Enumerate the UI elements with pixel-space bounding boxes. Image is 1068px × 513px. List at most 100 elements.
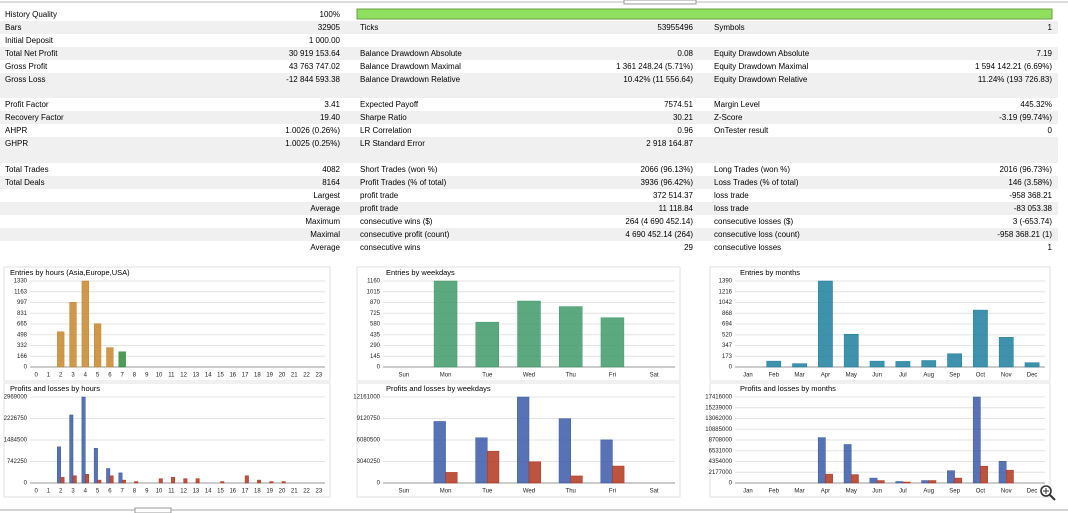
row-bg: [0, 124, 1058, 137]
y-tick-label: 2969000: [4, 395, 28, 401]
cell-label: OnTester result: [714, 126, 769, 135]
quality-bar: [356, 8, 1053, 20]
row-bg: [0, 73, 1058, 86]
cell-value: 8164: [322, 178, 340, 187]
cell-label: Total Deals: [5, 178, 45, 187]
cell-value: -12 844 593.38: [286, 75, 340, 84]
cell-value: 1.0026 (0.26%): [285, 126, 340, 135]
cell-value: Maximal: [310, 230, 340, 239]
bar: [244, 475, 249, 484]
x-tick-label: 1: [47, 489, 51, 495]
x-tick-label: 21: [291, 489, 298, 495]
bar: [998, 461, 1007, 484]
cell-value: -83 053.38: [1014, 204, 1053, 213]
bar: [257, 479, 262, 484]
y-tick-label: 8708000: [709, 438, 733, 444]
x-tick-label: 9: [145, 489, 149, 495]
cell-label: Total Net Profit: [5, 49, 58, 58]
x-tick-label: 3: [71, 489, 75, 495]
x-tick-label: Jun: [872, 489, 882, 495]
x-tick-label: Mar: [794, 373, 804, 379]
bar: [158, 478, 163, 484]
y-tick-label: 6531000: [709, 448, 733, 454]
cell-label: Balance Drawdown Relative: [360, 75, 461, 84]
y-tick-label: 2177000: [709, 470, 733, 476]
y-tick-label: 870: [370, 300, 381, 306]
x-tick-label: Feb: [769, 373, 780, 379]
zoom-icon[interactable]: [1040, 485, 1056, 501]
bottom-tab[interactable]: [134, 507, 172, 513]
cell-value: -958 368.21 (1): [997, 230, 1052, 239]
cell-value: 29: [684, 243, 693, 252]
bar: [118, 351, 126, 368]
bar: [81, 280, 89, 368]
x-tick-label: Apr: [821, 373, 830, 379]
cell-value: Largest: [313, 191, 340, 200]
y-tick-label: 742250: [7, 459, 28, 465]
y-tick-label: 1484500: [4, 438, 28, 444]
x-tick-label: 2: [59, 373, 63, 379]
y-tick-label: 0: [377, 365, 381, 371]
x-tick-label: Thu: [566, 373, 576, 379]
x-tick-label: 5: [96, 373, 100, 379]
bar: [109, 475, 114, 484]
x-tick-label: Aug: [923, 489, 934, 495]
y-tick-label: 0: [24, 365, 28, 371]
y-tick-label: 12161000: [353, 395, 380, 401]
bar: [57, 331, 65, 368]
cell-label: Bars: [5, 23, 21, 32]
bar: [921, 480, 929, 484]
cell-label: consecutive wins: [360, 243, 420, 252]
cell-label: consecutive wins ($): [360, 217, 433, 226]
y-tick-label: 1160: [367, 279, 381, 285]
row-bg: [0, 202, 1058, 215]
bar: [972, 396, 981, 484]
x-tick-label: 9: [145, 373, 149, 379]
y-tick-label: 498: [17, 332, 28, 338]
tab[interactable]: [623, 0, 697, 5]
cell-value: 1 000.00: [309, 36, 341, 45]
cell-value: 30 919 153.64: [289, 49, 341, 58]
cell-value: 53955496: [657, 23, 693, 32]
bar: [980, 465, 988, 484]
cell-value: 264 (4 690 452.14): [625, 217, 693, 226]
y-tick-label: 166: [17, 354, 28, 360]
x-tick-label: 7: [121, 373, 125, 379]
x-tick-label: Mon: [440, 489, 452, 495]
cell-label: Balance Drawdown Absolute: [360, 49, 462, 58]
cell-value: 372 514.37: [653, 191, 694, 200]
x-tick-label: 12: [180, 489, 187, 495]
chart-title: Entries by hours (Asia,Europe,USA): [10, 268, 130, 277]
y-tick-label: 0: [729, 365, 733, 371]
x-tick-label: 14: [205, 489, 212, 495]
x-tick-label: 20: [279, 373, 286, 379]
chart-title: Entries by months: [740, 268, 800, 277]
bar: [528, 461, 541, 484]
bar: [817, 437, 826, 484]
bar: [106, 347, 114, 368]
x-tick-label: 8: [133, 373, 137, 379]
x-tick-label: 23: [316, 373, 323, 379]
cell-value: 1 594 142.21 (6.69%): [975, 62, 1052, 71]
x-tick-label: 7: [121, 489, 125, 495]
cell-label: LR Standard Error: [360, 139, 425, 148]
bar: [792, 363, 807, 368]
bar: [558, 418, 571, 484]
cell-value: 1: [1048, 23, 1053, 32]
bar: [118, 472, 123, 484]
bar: [600, 439, 613, 484]
x-tick-label: 4: [84, 373, 88, 379]
cell-value: 1.0025 (0.25%): [285, 139, 340, 148]
cell-value: 2066 (96.13%): [641, 165, 694, 174]
cell-label: Short Trades (won %): [360, 165, 438, 174]
x-tick-label: Wed: [523, 373, 535, 379]
cell-value: 2 918 164.87: [646, 139, 693, 148]
cell-value: 100%: [320, 10, 340, 19]
bar: [876, 480, 885, 484]
bar: [60, 476, 65, 484]
bar: [281, 481, 286, 484]
cell-label: profit trade: [360, 204, 399, 213]
bar: [85, 474, 90, 484]
bar: [998, 337, 1014, 368]
x-tick-label: Fri: [609, 489, 616, 495]
